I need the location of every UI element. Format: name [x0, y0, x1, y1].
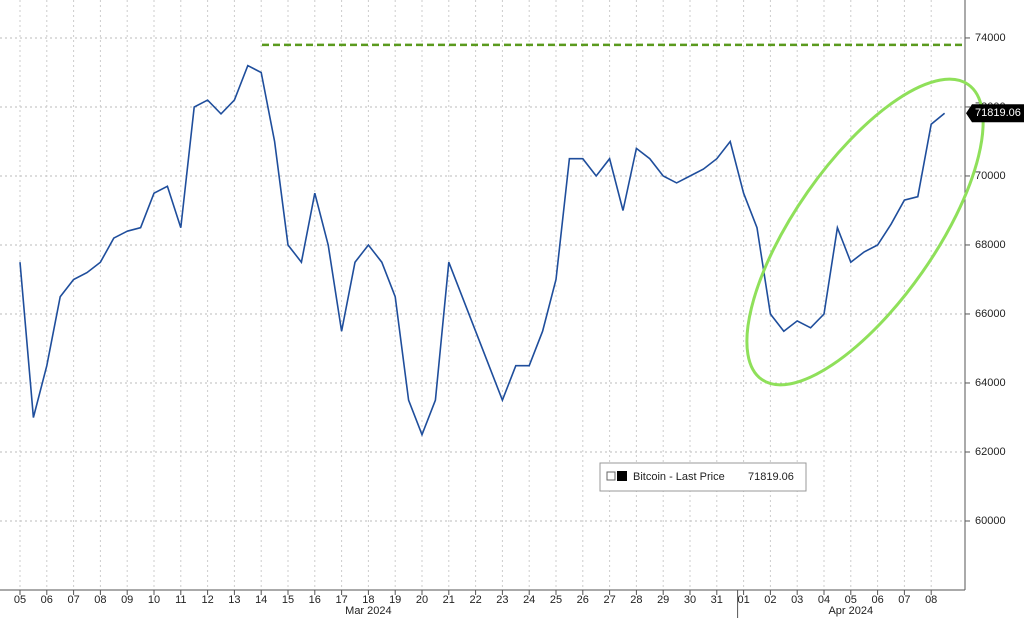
x-tick-label: 08	[94, 594, 106, 606]
x-tick-label: 03	[791, 594, 803, 606]
x-tick-label: 16	[309, 594, 321, 606]
last-price-label: 71819.06	[975, 107, 1021, 119]
x-tick-label: 20	[416, 594, 428, 606]
y-tick-label: 70000	[975, 170, 1006, 182]
x-tick-label: 25	[550, 594, 562, 606]
x-tick-label: 14	[255, 594, 267, 606]
legend-swatch	[617, 471, 627, 481]
highlight-ellipse	[745, 77, 985, 387]
x-tick-label: 09	[121, 594, 133, 606]
x-tick-label: 28	[630, 594, 642, 606]
x-tick-label: 06	[41, 594, 53, 606]
x-tick-label: 27	[603, 594, 615, 606]
x-group-label: Mar 2024	[345, 605, 391, 617]
y-tick-label: 62000	[975, 446, 1006, 458]
y-tick-label: 60000	[975, 515, 1006, 527]
x-tick-label: 26	[577, 594, 589, 606]
x-tick-label: 04	[818, 594, 830, 606]
x-tick-label: 29	[657, 594, 669, 606]
x-group-label: Apr 2024	[828, 605, 873, 617]
x-tick-label: 22	[469, 594, 481, 606]
x-tick-label: 15	[282, 594, 294, 606]
x-tick-label: 08	[925, 594, 937, 606]
x-tick-label: 30	[684, 594, 696, 606]
y-tick-label: 66000	[975, 308, 1006, 320]
x-tick-label: 24	[523, 594, 535, 606]
x-tick-label: 12	[201, 594, 213, 606]
x-tick-label: 05	[14, 594, 26, 606]
x-tick-label: 19	[389, 594, 401, 606]
price-line	[19, 64, 946, 437]
y-tick-label: 64000	[975, 377, 1006, 389]
last-price-tag	[966, 104, 1024, 123]
x-tick-label: 21	[443, 594, 455, 606]
legend-box	[599, 462, 807, 492]
x-tick-label: 23	[496, 594, 508, 606]
x-tick-label: 06	[871, 594, 883, 606]
x-tick-label: 07	[898, 594, 910, 606]
x-tick-label: 01	[737, 594, 749, 606]
legend-marker	[606, 471, 616, 481]
x-tick-label: 10	[148, 594, 160, 606]
x-tick-label: 11	[175, 594, 186, 606]
legend-value: 71819.06	[748, 471, 794, 483]
x-tick-label: 05	[845, 594, 857, 606]
y-tick-label: 74000	[975, 32, 1006, 44]
y-tick-label: 68000	[975, 239, 1006, 251]
x-tick-label: 31	[711, 594, 723, 606]
legend-label: Bitcoin - Last Price	[633, 471, 725, 483]
x-tick-label: 18	[362, 594, 374, 606]
x-tick-label: 13	[228, 594, 240, 606]
x-tick-label: 02	[764, 594, 776, 606]
x-tick-label: 17	[335, 594, 347, 606]
x-tick-label: 07	[67, 594, 79, 606]
